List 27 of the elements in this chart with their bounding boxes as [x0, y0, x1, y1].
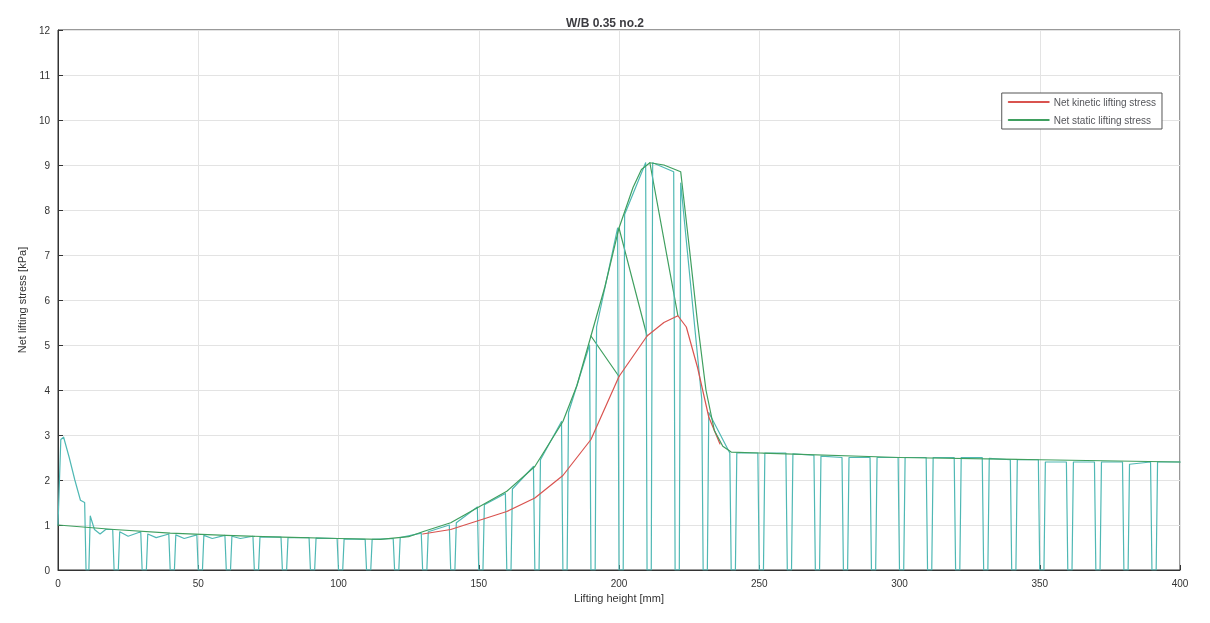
x-tick-label: 300: [891, 577, 909, 589]
y-tick-label: 2: [44, 474, 51, 486]
y-tick-label: 1: [44, 519, 51, 531]
x-tick-label: 0: [55, 577, 62, 589]
x-tick-label: 200: [610, 577, 628, 589]
y-tick-label: 6: [44, 294, 51, 306]
y-tick-label: 10: [38, 114, 51, 126]
x-tick-label: 350: [1031, 577, 1049, 589]
y-tick-label: 12: [38, 24, 51, 36]
y-tick-label: 9: [44, 159, 51, 171]
y-tick-label: 5: [44, 339, 51, 351]
x-tick-label: 100: [330, 577, 348, 589]
legend-label: Net static lifting stress: [1053, 114, 1152, 126]
x-axis-title: Lifting height [mm]: [574, 592, 664, 605]
x-tick-label: 250: [750, 577, 769, 589]
y-tick-label: 0: [44, 564, 51, 576]
x-tick-label: 400: [1171, 577, 1189, 589]
y-tick-label: 8: [44, 204, 51, 216]
y-tick-label: 7: [44, 249, 51, 261]
x-tick-label: 50: [192, 577, 205, 589]
y-tick-label: 11: [39, 69, 51, 81]
y-axis-title: Net lifting stress [kPa]: [16, 246, 29, 354]
y-tick-label: 4: [44, 384, 51, 396]
chart-title: W/B 0.35 no.2: [565, 16, 645, 30]
x-tick-label: 150: [470, 577, 488, 589]
legend-label: Net kinetic lifting stress: [1053, 96, 1157, 108]
y-tick-label: 3: [44, 429, 51, 441]
